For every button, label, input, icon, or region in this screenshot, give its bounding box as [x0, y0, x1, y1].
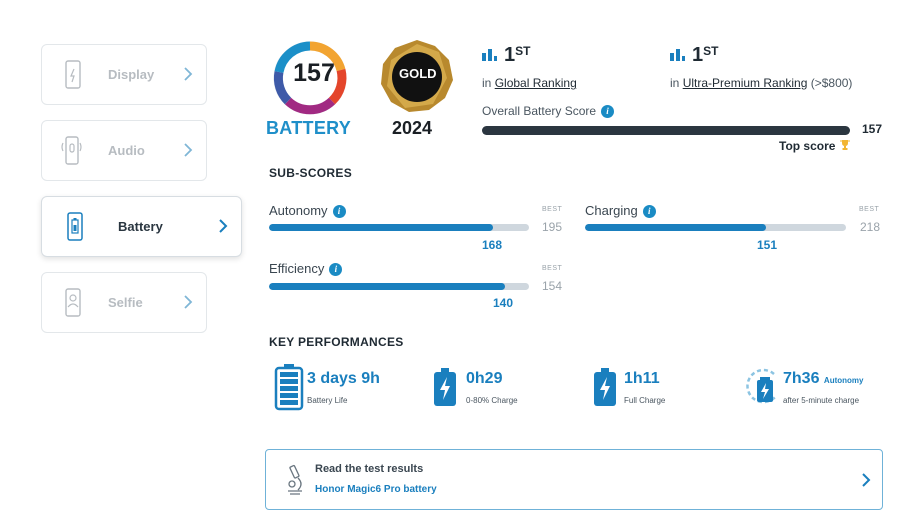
- sidebar-item-selfie[interactable]: Selfie: [41, 272, 207, 333]
- overall-score-label: Overall Battery Score: [482, 104, 597, 118]
- info-icon[interactable]: i: [601, 105, 615, 119]
- quick-charge-caption: after 5-minute charge: [783, 396, 860, 405]
- score-ring-icon: [273, 41, 347, 115]
- overall-score-value: 157: [862, 122, 883, 136]
- efficiency-bar-fill: [269, 283, 506, 290]
- sub-score-label: Efficiency: [269, 261, 325, 276]
- rank-prefix: in: [482, 76, 492, 90]
- sidebar-item-label: Display: [108, 67, 155, 82]
- efficiency-label: Efficiency i: [269, 261, 343, 277]
- chevron-right-icon: [184, 143, 193, 157]
- sub-score-label: Charging: [585, 203, 638, 218]
- best-tag: BEST: [542, 206, 563, 213]
- price-range: (>$800): [810, 76, 853, 90]
- info-icon[interactable]: i: [642, 205, 656, 219]
- smartphone-audio-icon: [61, 136, 82, 165]
- read-results-title: Read the test results: [315, 463, 424, 475]
- charge-80-value: 0h29: [466, 370, 503, 387]
- sub-score-label: Autonomy: [269, 203, 328, 218]
- sidebar-item-battery[interactable]: Battery: [41, 196, 242, 257]
- efficiency-bar: [269, 283, 529, 290]
- battery-quick-charge-icon: [746, 368, 777, 404]
- award-year: 2024: [392, 118, 433, 138]
- autonomy-best-value: 195: [542, 220, 563, 234]
- rank-prefix: in: [670, 76, 680, 90]
- battery-full-icon: [274, 364, 304, 411]
- autonomy-label: Autonomy i: [269, 203, 346, 219]
- battery-score: 157: [293, 59, 335, 87]
- autonomy-bar-fill: [269, 224, 494, 231]
- global-ranking-text: in Global Ranking: [482, 76, 577, 90]
- charging-bar: [585, 224, 846, 231]
- efficiency-best-value: 154: [542, 279, 563, 293]
- top-score-badge: Top score: [779, 139, 851, 153]
- ranking-bars-icon: [670, 49, 685, 61]
- autonomy-bar: [269, 224, 529, 231]
- global-ranking-link[interactable]: Global Ranking: [494, 76, 577, 90]
- full-charge-caption: Full Charge: [624, 396, 666, 405]
- chevron-right-icon: [184, 295, 193, 309]
- battery-life-value: 3 days 9h: [307, 370, 380, 387]
- sidebar-item-audio[interactable]: Audio: [41, 120, 207, 181]
- chevron-right-icon: [219, 219, 228, 233]
- sub-scores-title: SUB-SCORES: [269, 166, 353, 180]
- best-tag: BEST: [859, 206, 880, 213]
- rank-number: 1: [504, 44, 516, 66]
- quick-charge-autonomy: 7h36 Autonomy: [783, 370, 863, 388]
- quick-charge-value: 7h36: [783, 370, 820, 387]
- ultra-premium-ranking-text: in Ultra-Premium Ranking (>$800): [670, 76, 852, 90]
- read-test-results-card[interactable]: Read the test results Honor Magic6 Pro b…: [265, 449, 883, 510]
- smartphone-selfie-icon: [65, 288, 81, 317]
- chevron-right-icon: [862, 473, 871, 487]
- overall-score-heading: Overall Battery Score i: [482, 104, 615, 119]
- sidebar-item-display[interactable]: Display: [41, 44, 207, 105]
- honor-magic6-pro-battery-link[interactable]: Honor Magic6 Pro battery: [315, 484, 437, 495]
- charging-score: 151: [757, 238, 778, 252]
- microscope-icon: [288, 464, 302, 495]
- smartphone-battery-icon: [67, 212, 83, 241]
- ultra-premium-ranking-link[interactable]: Ultra-Premium Ranking: [682, 76, 808, 90]
- info-icon[interactable]: i: [332, 205, 346, 219]
- rank-number: 1: [692, 44, 704, 66]
- sidebar-item-label: Audio: [108, 143, 145, 158]
- trophy-icon: [839, 140, 850, 150]
- award-label: GOLD: [399, 66, 437, 81]
- ultra-premium-ranking: 1ST: [670, 44, 718, 67]
- battery-charge-icon: [594, 368, 616, 406]
- chevron-right-icon: [184, 67, 193, 81]
- full-charge-value: 1h11: [624, 370, 660, 387]
- category-label: BATTERY: [266, 118, 352, 138]
- battery-life-caption: Battery Life: [307, 396, 348, 405]
- charging-best-value: 218: [860, 220, 881, 234]
- sidebar-item-label: Selfie: [108, 295, 143, 310]
- info-icon[interactable]: i: [329, 263, 343, 277]
- overall-score-bar: [482, 126, 850, 135]
- gold-award-icon: [381, 40, 453, 112]
- autonomy-score: 168: [482, 238, 503, 252]
- smartphone-display-icon: [65, 60, 81, 89]
- efficiency-score: 140: [493, 296, 514, 310]
- sidebar-item-label: Battery: [118, 219, 163, 234]
- quick-charge-unit: Autonomy: [823, 376, 864, 385]
- top-score-label: Top score: [779, 139, 836, 153]
- rank-suffix: ST: [515, 44, 531, 58]
- charging-label: Charging i: [585, 203, 656, 219]
- ranking-bars-icon: [482, 49, 497, 61]
- global-ranking: 1ST: [482, 44, 530, 67]
- rank-suffix: ST: [703, 44, 719, 58]
- battery-charge-icon: [434, 368, 456, 406]
- key-performances-title: KEY PERFORMANCES: [269, 335, 404, 349]
- charging-bar-fill: [585, 224, 766, 231]
- charge-80-caption: 0-80% Charge: [466, 396, 518, 405]
- best-tag: BEST: [542, 265, 563, 272]
